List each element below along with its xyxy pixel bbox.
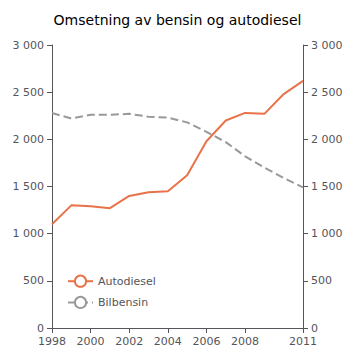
svg-text:2000: 2000 <box>77 335 105 348</box>
svg-text:0: 0 <box>37 322 44 335</box>
svg-text:2002: 2002 <box>115 335 143 348</box>
svg-text:2 000: 2 000 <box>13 133 45 146</box>
svg-text:2004: 2004 <box>154 335 182 348</box>
svg-text:Bilbensin: Bilbensin <box>98 296 148 309</box>
svg-text:Omsetning av bensin og autodie: Omsetning av bensin og autodiesel <box>54 12 302 28</box>
svg-text:1 000: 1 000 <box>13 227 45 240</box>
svg-text:1 500: 1 500 <box>13 180 45 193</box>
svg-text:Autodiesel: Autodiesel <box>98 275 156 288</box>
svg-text:3 000: 3 000 <box>13 39 45 52</box>
svg-text:0: 0 <box>311 322 318 335</box>
svg-text:1 000: 1 000 <box>311 227 343 240</box>
svg-text:2 000: 2 000 <box>311 133 343 146</box>
svg-text:1998: 1998 <box>38 335 66 348</box>
svg-text:2006: 2006 <box>192 335 220 348</box>
svg-text:500: 500 <box>311 274 332 287</box>
svg-text:500: 500 <box>23 274 44 287</box>
svg-text:2 500: 2 500 <box>13 86 45 99</box>
svg-text:2011: 2011 <box>289 335 317 348</box>
svg-text:2 500: 2 500 <box>311 86 343 99</box>
svg-text:2008: 2008 <box>231 335 259 348</box>
svg-text:3 000: 3 000 <box>311 39 343 52</box>
svg-text:1 500: 1 500 <box>311 180 343 193</box>
